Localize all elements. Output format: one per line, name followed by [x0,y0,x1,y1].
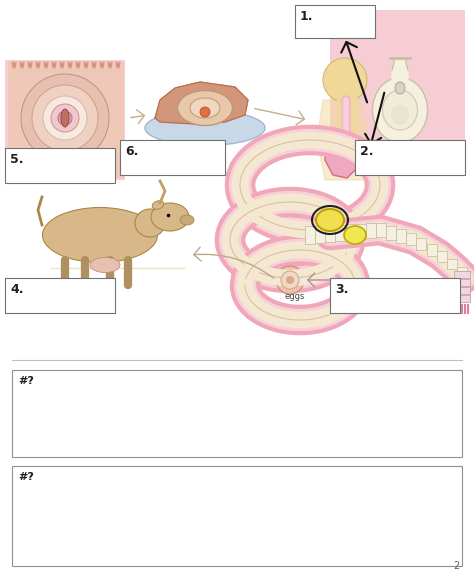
Ellipse shape [151,203,189,231]
Text: eggs: eggs [285,292,305,301]
Text: 3.: 3. [335,283,348,296]
Bar [454,271,470,278]
Bar [8,62,124,178]
Ellipse shape [383,90,418,130]
Text: 2: 2 [454,561,460,571]
Bar [386,226,396,240]
Circle shape [281,271,299,289]
Circle shape [43,96,87,140]
Bar [330,10,465,145]
Bar [355,140,465,175]
Bar [305,226,315,244]
Bar [346,224,356,240]
Bar [447,259,457,270]
Polygon shape [155,82,248,124]
Text: #?: #? [18,472,34,482]
Circle shape [58,111,72,125]
Bar [5,148,115,183]
Text: 5.: 5. [10,153,24,166]
Bar [366,223,376,238]
Bar [12,370,462,457]
Bar [417,238,427,250]
Circle shape [276,266,304,294]
Bar [427,244,437,256]
Bar [330,278,460,313]
Ellipse shape [61,109,69,127]
Bar [336,225,346,241]
Bar [12,466,462,566]
Ellipse shape [152,200,164,209]
Bar [376,223,386,238]
Bar [454,287,470,294]
Ellipse shape [391,105,409,125]
Ellipse shape [180,215,194,225]
Polygon shape [325,132,357,178]
Polygon shape [392,58,408,85]
Text: 6.: 6. [125,145,138,158]
Circle shape [21,74,109,162]
Ellipse shape [43,207,157,263]
Ellipse shape [177,91,233,125]
Bar [315,225,325,243]
Text: 1.: 1. [300,10,313,23]
Bar [5,278,115,313]
Ellipse shape [344,226,366,244]
Ellipse shape [373,77,428,142]
Ellipse shape [135,209,165,237]
Bar [437,251,447,262]
Bar [396,229,406,243]
Ellipse shape [316,209,344,231]
Ellipse shape [90,257,120,272]
Text: 4.: 4. [10,283,24,296]
Bar [457,267,467,277]
Circle shape [51,104,79,132]
Circle shape [323,58,367,102]
Circle shape [32,85,98,151]
Ellipse shape [145,110,265,145]
Bar [295,5,375,38]
Bar [5,60,125,180]
Text: 2.: 2. [360,145,374,158]
Polygon shape [317,100,369,180]
Bar [325,225,335,242]
Circle shape [286,276,294,284]
Text: #?: #? [18,376,34,386]
Ellipse shape [395,82,405,94]
Bar [356,224,365,239]
Bar [454,295,470,302]
Ellipse shape [190,98,220,118]
Bar [454,279,470,286]
Circle shape [200,107,210,117]
Bar [120,140,225,175]
Bar [406,232,416,245]
